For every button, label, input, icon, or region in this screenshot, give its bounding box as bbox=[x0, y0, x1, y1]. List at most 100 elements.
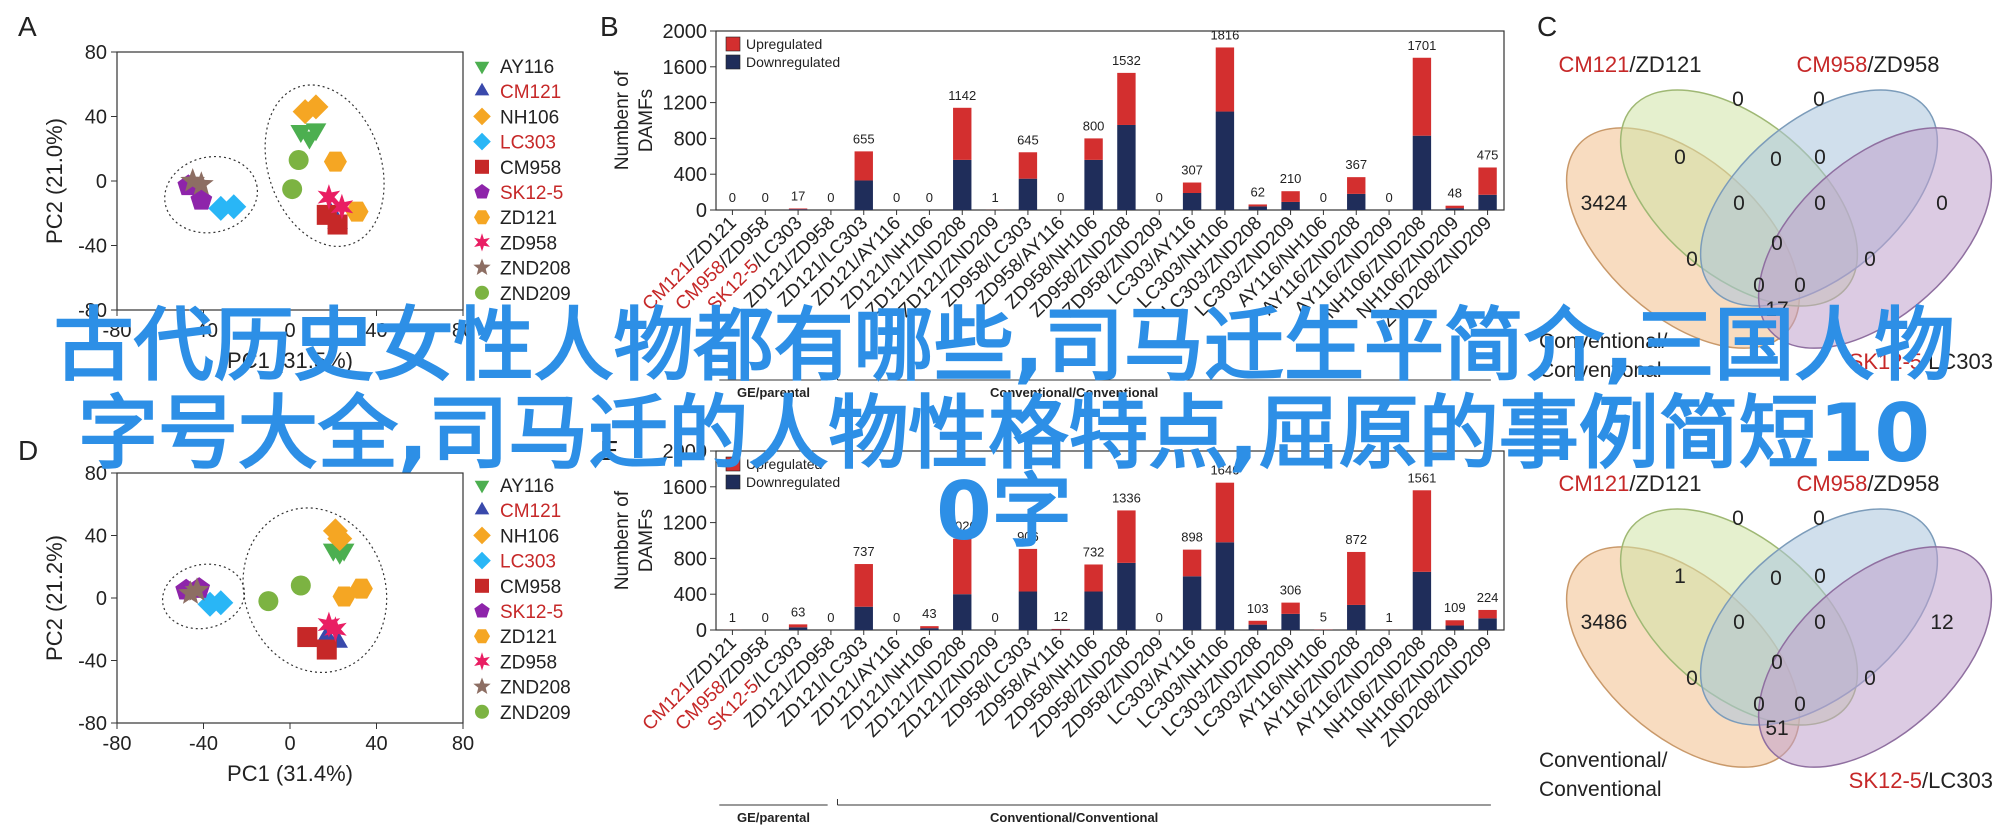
bar-total-label: 48 bbox=[1448, 186, 1462, 201]
venn-count: 0 bbox=[1770, 567, 1782, 590]
legend-label-ZD121: ZD121 bbox=[500, 627, 557, 648]
bar-upregulated bbox=[1084, 138, 1103, 160]
bar-panel-b: B 0 400 800 1200 1600 2000 Numbenr of DAMFs Upreg… bbox=[600, 11, 1505, 400]
pca-point-CM958 bbox=[327, 214, 348, 235]
pca-point-AY116 bbox=[305, 123, 327, 142]
legend-label-ZND209: ZND209 bbox=[500, 284, 571, 305]
legend-marker-CM121 bbox=[474, 82, 490, 96]
overlay-title-line-1: 古代历史女性人物都有哪些,司马迁生平简介,三国人物 bbox=[53, 299, 1955, 392]
bar-total-label: 737 bbox=[853, 544, 875, 559]
bar-total-label: 898 bbox=[1181, 530, 1203, 545]
y-tick-label: 800 bbox=[674, 548, 707, 570]
bar-total-label: 0 bbox=[893, 610, 900, 625]
venn-count: 51 bbox=[1765, 717, 1788, 740]
x-tick-label: -40 bbox=[189, 320, 218, 342]
venn-count: 0 bbox=[1686, 248, 1698, 271]
bar-downregulated bbox=[1084, 591, 1103, 630]
pca-point-ZD121 bbox=[323, 151, 347, 172]
venn-set-label: SK12-5/LC303 bbox=[1849, 768, 1993, 793]
bar-downregulated bbox=[1117, 124, 1136, 210]
cluster-ellipse bbox=[164, 155, 259, 234]
venn-count: 0 bbox=[1813, 507, 1825, 530]
y-tick-label: 0 bbox=[96, 171, 107, 193]
bar-total-label: 367 bbox=[1345, 157, 1367, 172]
y-tick-label: 40 bbox=[85, 526, 107, 548]
legend-marker-SK12-5 bbox=[474, 603, 490, 618]
bar-upregulated bbox=[1347, 551, 1366, 605]
bar-total-label: 0 bbox=[827, 610, 834, 625]
y-tick-label: -80 bbox=[78, 300, 107, 322]
group-label: Conventional/Conventional bbox=[990, 810, 1158, 825]
legend-label-NH106: NH106 bbox=[500, 107, 559, 128]
bar-upregulated bbox=[1478, 167, 1497, 195]
bar-downregulated bbox=[1182, 576, 1202, 630]
bar-downregulated bbox=[1248, 206, 1267, 210]
legend-label-upregulated: Upregulated bbox=[746, 36, 822, 52]
bar-total-label: 62 bbox=[1251, 184, 1265, 199]
bar-total-label: 0 bbox=[729, 190, 736, 205]
venn-count: 0 bbox=[1771, 651, 1783, 674]
legend-label-NH106: NH106 bbox=[500, 526, 559, 547]
bar-upregulated bbox=[1084, 564, 1103, 592]
legend-marker-ZND208 bbox=[473, 258, 491, 275]
bar-total-label: 210 bbox=[1280, 171, 1302, 186]
x-axis-label: PC1 (31.4%) bbox=[227, 761, 353, 786]
bar-total-label: 1532 bbox=[1112, 53, 1141, 68]
venn-count: 0 bbox=[1794, 274, 1806, 297]
bar-downregulated bbox=[1445, 208, 1464, 210]
legend-marker-ZND209 bbox=[475, 285, 489, 300]
bar-upregulated bbox=[1051, 628, 1070, 630]
bar-upregulated bbox=[1182, 182, 1202, 193]
y-axis-label: DAMFs bbox=[636, 509, 657, 572]
bar-downregulated bbox=[1018, 591, 1038, 630]
x-tick-label: -40 bbox=[189, 733, 218, 755]
bar-downregulated bbox=[788, 627, 808, 630]
bar-upregulated bbox=[1215, 482, 1235, 543]
y-axis-label: DAMFs bbox=[636, 89, 657, 152]
pca-point-ZD121 bbox=[345, 201, 369, 222]
bar-upregulated bbox=[920, 626, 939, 629]
x-tick-label: 40 bbox=[365, 320, 387, 342]
y-tick-label: -40 bbox=[78, 651, 107, 673]
legend-label-ZD958: ZD958 bbox=[500, 233, 557, 254]
venn-set-label: CM121/ZD121 bbox=[1558, 52, 1701, 77]
legend-marker-ZD958 bbox=[474, 652, 490, 671]
bar-downregulated bbox=[920, 628, 939, 630]
legend-marker-ZD121 bbox=[474, 629, 490, 644]
bar-total-label: 307 bbox=[1181, 163, 1203, 178]
bar-downregulated bbox=[1412, 135, 1432, 210]
plot-frame bbox=[715, 450, 1505, 631]
group-label: GE/parental bbox=[737, 810, 810, 825]
legend-label-LC303: LC303 bbox=[500, 133, 556, 154]
pca-point-ZND209 bbox=[282, 179, 303, 200]
bar-downregulated bbox=[1412, 571, 1432, 630]
bar-total-label: 475 bbox=[1477, 147, 1499, 162]
bar-upregulated bbox=[1117, 72, 1136, 125]
bar-total-label: 645 bbox=[1017, 132, 1039, 147]
venn-count: 0 bbox=[1814, 565, 1826, 588]
bar-total-label: 872 bbox=[1345, 532, 1367, 547]
bar-total-label: 0 bbox=[1057, 190, 1064, 205]
venn-set bbox=[1757, 127, 1993, 349]
bar-upregulated bbox=[1281, 602, 1300, 614]
legend-label-AY116: AY116 bbox=[500, 57, 554, 78]
bar-downregulated bbox=[1281, 201, 1300, 210]
y-tick-label: 1200 bbox=[663, 93, 708, 115]
y-axis-label: PC2 (21.0%) bbox=[42, 118, 67, 244]
legend-label-ZND209: ZND209 bbox=[500, 703, 571, 724]
bar-total-label: 655 bbox=[853, 131, 875, 146]
pca-point-LC303 bbox=[221, 194, 247, 220]
pca-point-ZND208 bbox=[188, 171, 214, 195]
bar-total-label: 0 bbox=[1385, 190, 1392, 205]
venn-count: 0 bbox=[1814, 611, 1826, 634]
cluster-ellipse bbox=[242, 507, 388, 674]
y-tick-label: 1200 bbox=[663, 513, 708, 535]
bar-total-label: 1816 bbox=[1210, 27, 1239, 42]
venn-count: 0 bbox=[1674, 146, 1686, 169]
overlay-title-line-2: 字号大全,司马迁的人物性格特点,屈原的事例简短10 bbox=[77, 387, 1931, 480]
legend-marker-AY116 bbox=[474, 480, 490, 494]
legend-label-ZD121: ZD121 bbox=[500, 208, 557, 229]
pca-point-ZND209 bbox=[290, 575, 311, 596]
bar-downregulated bbox=[1248, 624, 1267, 630]
